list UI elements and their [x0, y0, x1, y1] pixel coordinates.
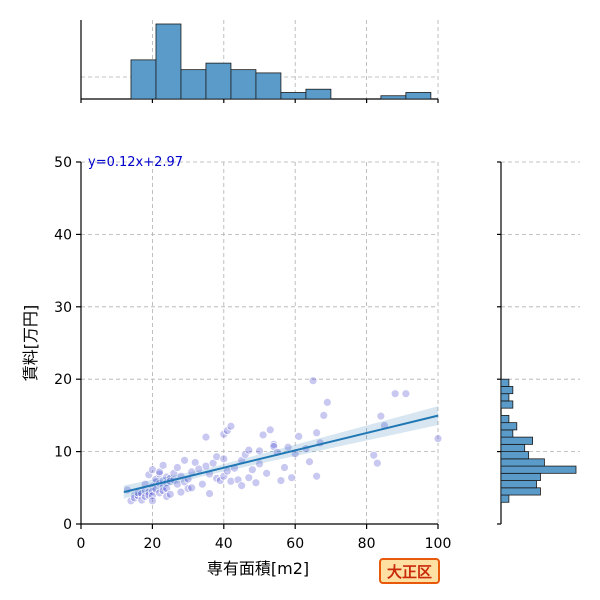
data-point: [433, 434, 443, 443]
data-point: [255, 446, 264, 456]
right-hist-bar: [500, 458, 545, 467]
data-point: [372, 458, 382, 468]
main-grid: [81, 161, 439, 524]
data-point: [294, 431, 304, 441]
data-point: [176, 487, 186, 497]
y-tick-label: 40: [54, 227, 72, 243]
top-hist-bar: [180, 69, 207, 100]
x-tick-label: 40: [215, 536, 233, 552]
data-point: [401, 389, 411, 399]
right-hist-bar: [500, 494, 510, 503]
data-point: [280, 463, 289, 472]
data-point: [251, 478, 261, 488]
data-point: [265, 425, 275, 435]
data-point: [244, 473, 254, 483]
right-hist-bar: [500, 386, 514, 395]
right-hist-bar: [500, 393, 510, 402]
right-hist-bar: [500, 480, 537, 489]
top-hist-bar: [280, 92, 307, 100]
scatter-points: [123, 376, 443, 506]
top-hist-bar: [380, 95, 407, 100]
top-hist-bar: [230, 69, 257, 100]
y-tick-label: 50: [54, 155, 72, 171]
data-point: [187, 483, 197, 493]
top-hist-bar: [155, 23, 182, 100]
data-point: [258, 430, 268, 440]
data-point: [308, 376, 318, 386]
top-hist-bar: [405, 92, 432, 100]
data-point: [262, 468, 272, 478]
data-point: [158, 460, 168, 470]
data-point: [247, 465, 257, 475]
y-tick-label: 10: [54, 445, 72, 461]
x-tick-label: 60: [286, 536, 304, 552]
data-point: [197, 479, 207, 489]
data-point: [226, 421, 236, 431]
top-marginal-histogram: [80, 20, 439, 103]
right-hist-bar: [500, 487, 541, 496]
data-point: [172, 463, 182, 472]
x-tick-label: 0: [77, 536, 86, 552]
right-hist-bar: [500, 378, 510, 387]
top-hist-bar: [130, 59, 157, 100]
data-point: [205, 489, 214, 498]
data-point: [201, 432, 211, 442]
data-point: [147, 496, 157, 506]
x-tick-label: 80: [358, 536, 376, 552]
data-point: [165, 489, 175, 499]
data-point: [305, 457, 314, 467]
data-point: [226, 476, 236, 486]
top-hist-bar: [305, 88, 332, 100]
data-point: [180, 455, 189, 465]
x-tick-label: 100: [425, 536, 452, 552]
right-hist-bar: [500, 429, 514, 438]
data-point: [244, 445, 254, 455]
right-hist-bar: [500, 451, 530, 460]
regression-equation: y=0.12x+2.97: [88, 155, 183, 170]
top-hist-bar: [255, 72, 282, 100]
data-point: [219, 454, 229, 464]
right-hist-bar: [500, 436, 533, 445]
data-point: [390, 389, 400, 399]
top-hist-bar: [205, 62, 232, 100]
x-tick-label: 20: [143, 536, 161, 552]
data-point: [287, 473, 297, 483]
right-hist-bar: [500, 414, 510, 424]
right-marginal-histogram: [497, 161, 580, 525]
right-hist-bar: [500, 400, 514, 409]
axes: 0 20 40 60 80 100 0 10 20 30 40 50: [54, 155, 451, 552]
fit-line: [123, 414, 439, 494]
data-point: [276, 476, 286, 485]
data-point: [312, 428, 322, 438]
y-axis-label: 賃料[万円]: [21, 305, 40, 382]
data-point: [369, 450, 379, 460]
right-hist-bar: [500, 443, 526, 452]
regression-line: [123, 406, 439, 499]
data-point: [269, 439, 279, 449]
data-point: [322, 397, 332, 407]
y-tick-label: 0: [63, 517, 72, 533]
district-badge: 大正区: [379, 558, 441, 584]
data-point: [319, 410, 329, 420]
data-point: [312, 471, 322, 481]
right-hist-bar: [500, 422, 518, 431]
data-point: [376, 411, 386, 421]
confidence-band: [123, 406, 438, 499]
y-tick-label: 30: [54, 300, 72, 316]
x-axis-label: 専有面積[m2]: [207, 559, 309, 578]
right-hist-bar: [500, 472, 541, 481]
data-point: [237, 481, 247, 491]
right-hist-bar: [500, 465, 577, 474]
y-tick-label: 20: [54, 372, 72, 388]
